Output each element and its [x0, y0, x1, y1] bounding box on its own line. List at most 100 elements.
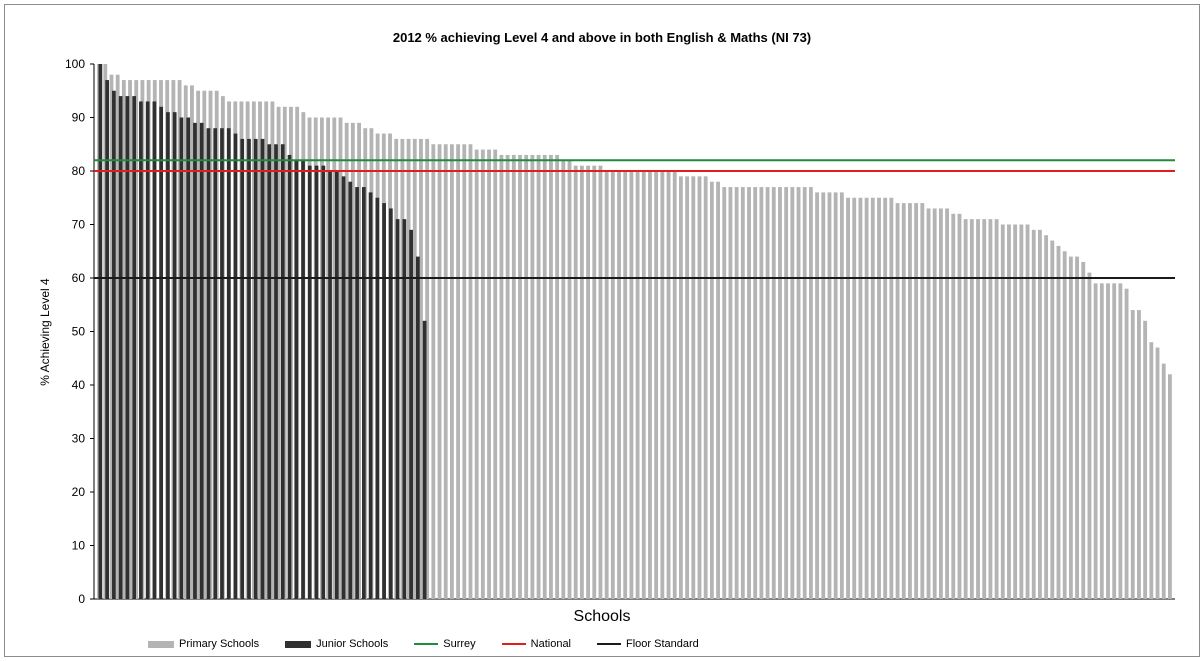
- primary-bar: [833, 192, 838, 599]
- primary-bar: [592, 165, 597, 599]
- junior-bar: [280, 144, 285, 599]
- legend-item-junior: Junior Schools: [285, 638, 388, 650]
- junior-bar: [186, 117, 191, 599]
- primary-bar: [1075, 256, 1079, 599]
- primary-bar: [666, 171, 671, 599]
- primary-bar: [914, 203, 919, 599]
- primary-bar: [951, 213, 956, 600]
- primary-bar: [1062, 251, 1067, 599]
- primary-bar: [889, 197, 894, 599]
- primary-bar: [419, 138, 423, 599]
- y-tick-label: 10: [72, 539, 86, 553]
- legend-item-primary: Primary Schools: [148, 638, 259, 650]
- chart-title: 2012 % achieving Level 4 and above in bo…: [392, 30, 812, 45]
- primary-bar: [877, 197, 881, 599]
- primary-bar: [648, 171, 652, 599]
- primary-bar: [431, 144, 436, 599]
- primary-bar: [883, 197, 888, 599]
- primary-bar: [183, 85, 188, 599]
- legend-item-surrey: Surrey: [414, 638, 476, 650]
- junior-bar: [355, 187, 359, 600]
- primary-bar: [716, 181, 720, 599]
- y-tick-label: 70: [72, 218, 86, 232]
- junior-bar: [341, 176, 346, 599]
- legend-label-national: National: [530, 638, 571, 650]
- primary-bar: [1112, 283, 1117, 599]
- primary-bar: [511, 154, 516, 599]
- primary-bar: [870, 197, 875, 599]
- primary-bar: [493, 149, 498, 599]
- primary-bar: [728, 187, 733, 600]
- primary-bar: [790, 187, 795, 600]
- legend-label-floor: Floor Standard: [626, 638, 699, 650]
- primary-bar: [982, 219, 987, 599]
- primary-bar: [1007, 224, 1011, 599]
- primary-bar: [1167, 374, 1172, 599]
- primary-bar: [258, 101, 262, 599]
- primary-bar: [1093, 283, 1098, 599]
- primary-bar: [1155, 347, 1160, 599]
- primary-bar: [994, 219, 999, 599]
- primary-bar: [1013, 224, 1018, 599]
- legend-swatch-junior: [285, 640, 312, 648]
- junior-bar: [220, 128, 224, 599]
- primary-bar: [604, 171, 609, 599]
- primary-bar: [864, 197, 869, 599]
- primary-bar: [635, 171, 640, 599]
- junior-bar: [145, 101, 150, 599]
- primary-bar: [1143, 320, 1148, 599]
- primary-bar: [610, 171, 615, 599]
- junior-bar: [361, 187, 366, 600]
- primary-bar: [109, 74, 114, 599]
- primary-bar: [1025, 224, 1030, 599]
- primary-bar: [1124, 288, 1129, 599]
- junior-bar: [307, 165, 312, 599]
- primary-bar: [963, 219, 968, 599]
- junior-bar: [152, 101, 157, 599]
- junior-bar: [368, 192, 373, 599]
- primary-bar: [1068, 256, 1073, 599]
- junior-bar: [213, 128, 218, 599]
- primary-bar: [617, 171, 621, 599]
- primary-bar: [945, 208, 949, 599]
- primary-bar: [1031, 229, 1036, 599]
- primary-bar: [846, 197, 850, 599]
- legend-swatch-floor: [597, 643, 621, 645]
- legend-swatch-primary: [148, 640, 174, 648]
- primary-bar: [1087, 272, 1092, 599]
- primary-bar: [437, 144, 442, 599]
- junior-bar: [179, 117, 184, 599]
- junior-bar: [409, 229, 413, 599]
- y-tick-label: 100: [65, 57, 85, 71]
- primary-bar: [932, 208, 937, 599]
- primary-bar: [282, 106, 287, 600]
- primary-bar: [332, 117, 337, 599]
- junior-bar: [199, 122, 204, 599]
- primary-bar: [499, 154, 504, 599]
- junior-bar: [321, 165, 326, 599]
- junior-bar: [132, 96, 137, 599]
- primary-bar: [524, 154, 529, 599]
- junior-bar: [226, 128, 231, 599]
- primary-bar: [573, 165, 578, 599]
- primary-bar: [1038, 229, 1042, 599]
- primary-bar: [808, 187, 813, 600]
- primary-bar: [858, 197, 863, 599]
- junior-bar: [118, 96, 123, 599]
- junior-bar: [98, 64, 103, 599]
- primary-bar: [778, 187, 782, 600]
- junior-bar: [206, 128, 211, 599]
- primary-bar: [121, 80, 126, 600]
- primary-bar: [251, 101, 256, 599]
- primary-bar: [703, 176, 708, 599]
- primary-bar: [449, 144, 454, 599]
- primary-bar: [270, 101, 275, 599]
- primary-bar: [344, 122, 349, 599]
- primary-bar: [456, 144, 461, 599]
- junior-bar: [375, 197, 380, 599]
- primary-bar: [177, 80, 182, 600]
- primary-bar: [969, 219, 974, 599]
- primary-bar: [1130, 310, 1135, 599]
- y-tick-label: 20: [72, 485, 86, 499]
